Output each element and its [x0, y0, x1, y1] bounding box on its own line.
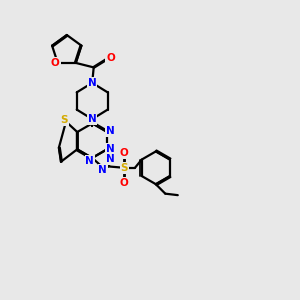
Text: N: N	[88, 78, 97, 88]
Text: N: N	[106, 126, 115, 136]
Text: S: S	[121, 163, 128, 173]
Text: N: N	[98, 165, 107, 175]
Text: O: O	[106, 53, 115, 64]
Text: S: S	[61, 115, 68, 125]
Text: N: N	[106, 154, 115, 164]
Text: O: O	[120, 148, 129, 158]
Text: N: N	[88, 114, 97, 124]
Text: N: N	[85, 156, 94, 166]
Text: O: O	[51, 58, 60, 68]
Text: O: O	[120, 178, 129, 188]
Text: N: N	[106, 144, 115, 154]
